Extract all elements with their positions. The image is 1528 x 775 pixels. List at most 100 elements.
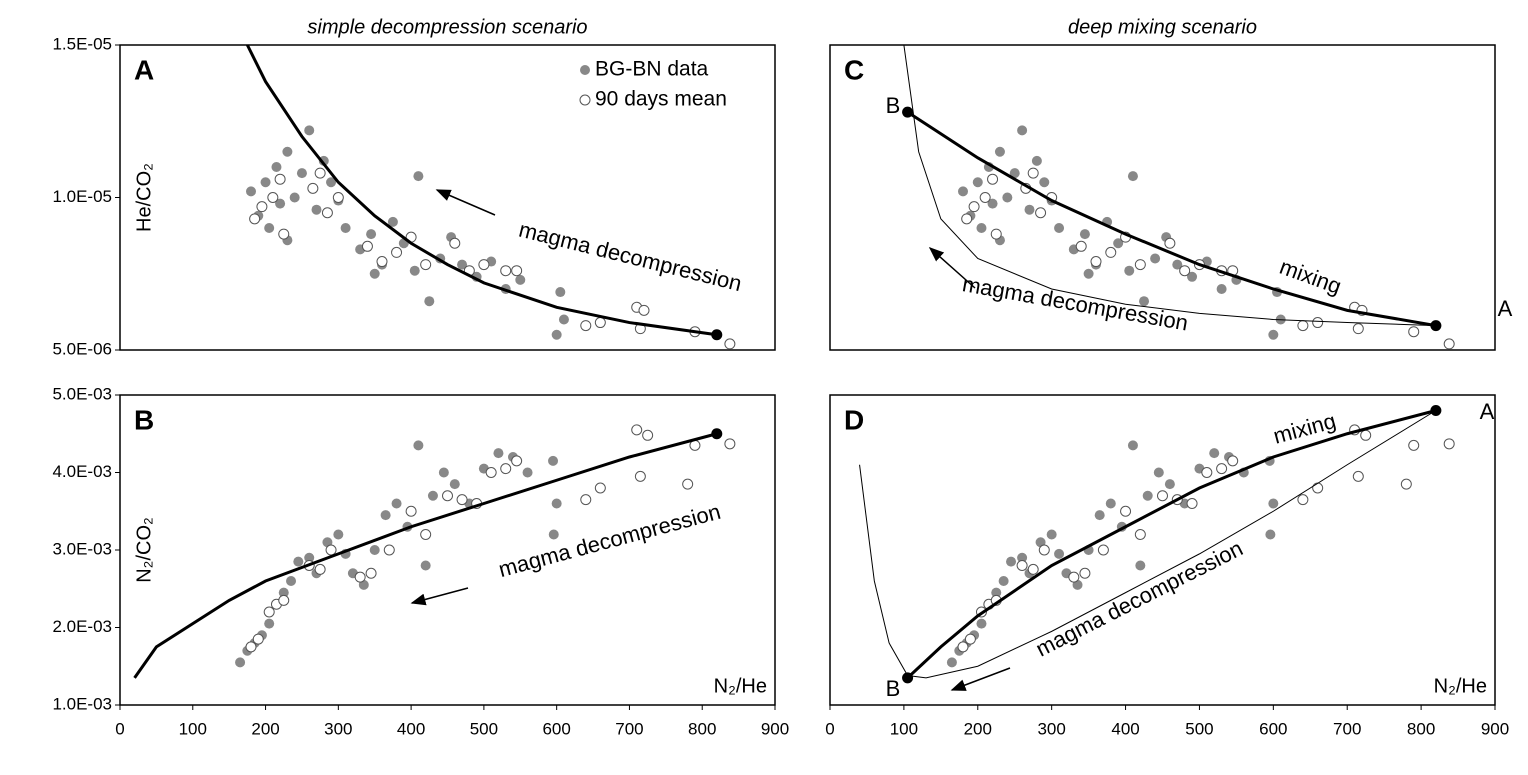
- data-point: [1164, 479, 1175, 490]
- x-axis-label: N₂/He: [714, 675, 767, 697]
- data-point: [1142, 490, 1153, 501]
- data-point: [1039, 177, 1050, 188]
- mean-point: [365, 567, 377, 579]
- mean-point: [500, 265, 512, 277]
- x-tick-label: 300: [1037, 719, 1065, 738]
- data-point: [551, 498, 562, 509]
- mean-point: [1179, 265, 1191, 277]
- mean-point: [1105, 246, 1117, 258]
- model-curve: [906, 409, 1437, 679]
- plot-frame: [119, 394, 776, 706]
- data-point: [976, 618, 987, 629]
- mean-point: [478, 259, 490, 271]
- data-point: [991, 587, 1002, 598]
- annotation: magma decompression: [961, 271, 1191, 335]
- mean-point: [1227, 455, 1239, 467]
- mean-point: [511, 455, 523, 467]
- annotation: magma decompression: [496, 499, 723, 582]
- mean-point: [964, 633, 976, 645]
- data-point: [998, 576, 1009, 586]
- y-tick-label: 2.0E-03: [52, 617, 112, 636]
- data-point: [1083, 268, 1094, 279]
- model-curve: [859, 410, 1437, 679]
- x-tick-label: 800: [688, 719, 716, 738]
- legend-label: 90 days mean: [595, 88, 727, 111]
- x-tick-label: 700: [615, 719, 643, 738]
- mean-point: [1035, 207, 1047, 219]
- data-point: [1017, 552, 1028, 563]
- mean-point: [332, 192, 344, 203]
- legend-marker: [579, 94, 591, 106]
- data-point: [987, 198, 998, 209]
- y-tick-label: 3.0E-03: [52, 539, 112, 558]
- data-point: [380, 510, 391, 521]
- data-point: [558, 314, 569, 325]
- x-tick-label: 200: [964, 719, 992, 738]
- panel-label: D: [844, 404, 864, 435]
- mean-point: [1312, 482, 1324, 494]
- data-point: [282, 146, 293, 157]
- x-tick-label: 400: [397, 719, 425, 738]
- x-tick-label: 900: [1481, 719, 1509, 738]
- x-tick-label: 600: [1259, 719, 1287, 738]
- y-tick-label: 4.0E-03: [52, 462, 112, 481]
- legend-marker: [580, 65, 590, 75]
- data-point: [1135, 560, 1146, 571]
- x-axis-label: N₂/He: [1434, 675, 1487, 697]
- mean-point: [1297, 320, 1309, 332]
- x-tick-label: 500: [470, 719, 498, 738]
- data-point: [1079, 229, 1090, 240]
- data-point: [1017, 125, 1028, 136]
- data-point: [409, 265, 420, 276]
- data-point: [264, 223, 275, 233]
- mean-point: [1352, 323, 1364, 335]
- mean-point: [1157, 490, 1168, 502]
- y-tick-label: 1.5E-05: [52, 34, 112, 53]
- data-point: [304, 552, 315, 563]
- annotation: A: [1480, 399, 1495, 424]
- x-tick-label: 300: [324, 719, 352, 738]
- data-point: [1031, 155, 1042, 166]
- plot-frame: [829, 44, 1496, 351]
- mean-point: [1443, 438, 1455, 450]
- data-point: [427, 490, 438, 501]
- mean-point: [456, 494, 468, 506]
- data-point: [1124, 265, 1135, 276]
- mean-point: [1360, 429, 1372, 441]
- mean-point: [1408, 439, 1420, 451]
- x-tick-label: 600: [542, 719, 570, 738]
- x-tick-label: 800: [1407, 719, 1435, 738]
- mean-point: [968, 201, 980, 213]
- mean-point: [1186, 498, 1198, 509]
- mean-point: [263, 606, 275, 618]
- mean-point: [1164, 237, 1176, 249]
- data-point: [271, 162, 282, 172]
- data-point: [1094, 510, 1105, 521]
- x-tick-label: 0: [825, 719, 834, 738]
- mean-point: [724, 338, 736, 350]
- data-point: [264, 618, 275, 629]
- plot-frame: [829, 394, 1496, 706]
- data-point: [555, 287, 566, 298]
- data-point: [235, 657, 246, 668]
- annotation: mixing: [1271, 408, 1339, 449]
- mean-point: [511, 265, 523, 277]
- mean-point: [724, 438, 736, 450]
- panel-label: B: [134, 404, 154, 435]
- mean-point: [245, 641, 257, 653]
- data-point: [1150, 253, 1161, 264]
- mean-point: [957, 641, 969, 653]
- mean-point: [638, 304, 650, 316]
- y-tick-label: 5.0E-03: [52, 384, 112, 403]
- data-point: [260, 177, 271, 188]
- data-point: [548, 455, 559, 466]
- mean-point: [1134, 529, 1146, 540]
- data-point: [369, 545, 380, 555]
- mean-point: [1408, 326, 1420, 338]
- data-point: [1172, 259, 1183, 270]
- mean-point: [1075, 240, 1087, 252]
- mean-point: [1068, 571, 1080, 583]
- end-member: [902, 672, 914, 684]
- data-point: [424, 296, 435, 307]
- data-point: [1139, 296, 1150, 307]
